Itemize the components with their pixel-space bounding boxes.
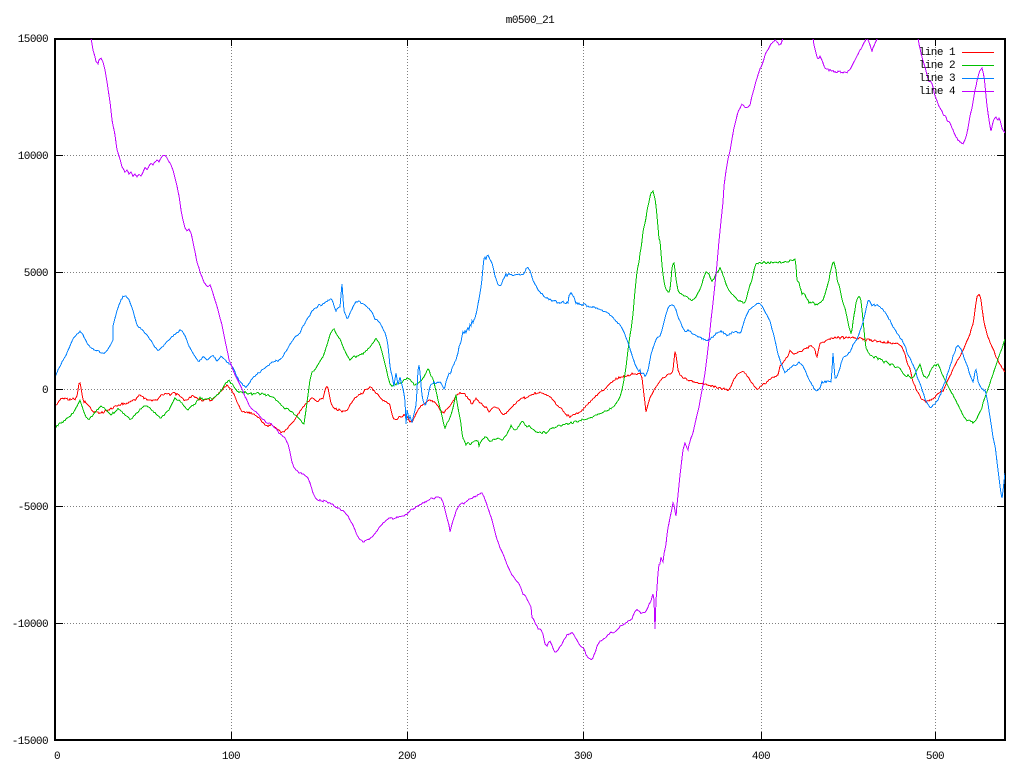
svg-text:line 3: line 3 bbox=[919, 73, 955, 85]
svg-text:line 4: line 4 bbox=[919, 86, 956, 98]
svg-text:5000: 5000 bbox=[24, 268, 48, 280]
svg-text:0: 0 bbox=[42, 385, 48, 397]
svg-text:500: 500 bbox=[926, 751, 944, 763]
svg-text:200: 200 bbox=[398, 751, 416, 763]
svg-text:15000: 15000 bbox=[18, 34, 48, 46]
svg-text:0: 0 bbox=[54, 751, 60, 763]
svg-text:-15000: -15000 bbox=[12, 736, 48, 748]
svg-text:400: 400 bbox=[752, 751, 770, 763]
svg-text:-10000: -10000 bbox=[12, 619, 48, 631]
svg-text:line 1: line 1 bbox=[919, 47, 956, 59]
svg-text:100: 100 bbox=[222, 751, 240, 763]
svg-text:line 2: line 2 bbox=[919, 60, 955, 72]
svg-text:10000: 10000 bbox=[18, 151, 48, 163]
svg-text:m0500_21: m0500_21 bbox=[506, 15, 555, 27]
svg-text:300: 300 bbox=[574, 751, 592, 763]
svg-text:-5000: -5000 bbox=[18, 502, 48, 514]
